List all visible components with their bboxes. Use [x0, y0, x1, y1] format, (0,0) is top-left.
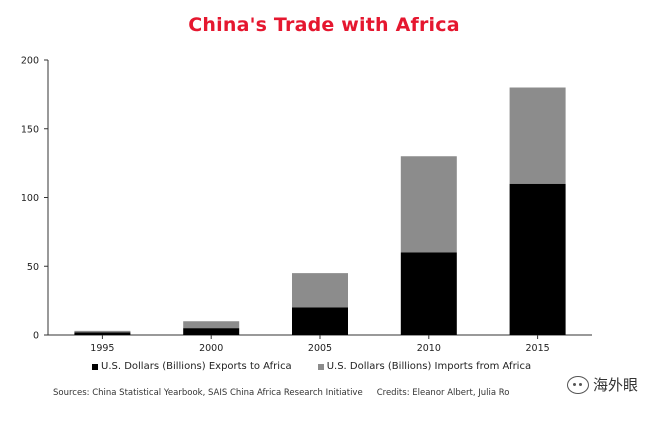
legend-swatch-exports	[92, 363, 98, 370]
bar-imports	[400, 156, 457, 253]
bar-exports	[74, 332, 131, 335]
bar-imports	[183, 321, 240, 329]
x-tick-label: 2010	[417, 343, 441, 354]
legend-label-imports: U.S. Dollars (Billions) Imports from Afr…	[326, 361, 532, 372]
source-line: Sources: China Statistical Yearbook, SAI…	[53, 388, 510, 398]
y-tick-label: 50	[27, 262, 39, 273]
bar-exports	[400, 252, 457, 335]
y-tick-label: 200	[21, 56, 39, 67]
legend-item-exports: U.S. Dollars (Billions) Exports to Afric…	[92, 361, 292, 372]
bar-imports	[509, 87, 566, 184]
x-tick-label: 2000	[199, 343, 223, 354]
chart-title: China's Trade with Africa	[188, 14, 460, 36]
chart-legend: U.S. Dollars (Billions) Exports to Afric…	[92, 361, 531, 372]
y-tick-label: 0	[33, 331, 39, 342]
bar-exports	[292, 307, 348, 335]
x-tick-label: 2005	[308, 343, 332, 354]
legend-item-imports: U.S. Dollars (Billions) Imports from Afr…	[317, 361, 532, 372]
x-tick-label: 1995	[90, 343, 114, 354]
bar-imports	[74, 330, 131, 333]
watermark-text: 海外眼	[593, 376, 639, 394]
legend-swatch-imports	[317, 363, 324, 370]
watermark: 海外眼	[567, 374, 638, 395]
y-tick-label: 100	[21, 193, 39, 204]
legend-label-exports: U.S. Dollars (Billions) Exports to Afric…	[101, 361, 292, 372]
bar-exports	[183, 328, 240, 335]
x-tick-label: 2015	[526, 343, 550, 354]
chat-bubble-icon	[567, 375, 589, 394]
credits-text: Credits: Eleanor Albert, Julia Ro	[376, 388, 510, 398]
bar-imports	[292, 273, 348, 308]
bar-exports	[509, 183, 566, 335]
sources-text: Sources: China Statistical Yearbook, SAI…	[53, 388, 363, 398]
y-tick-label: 150	[21, 124, 39, 135]
